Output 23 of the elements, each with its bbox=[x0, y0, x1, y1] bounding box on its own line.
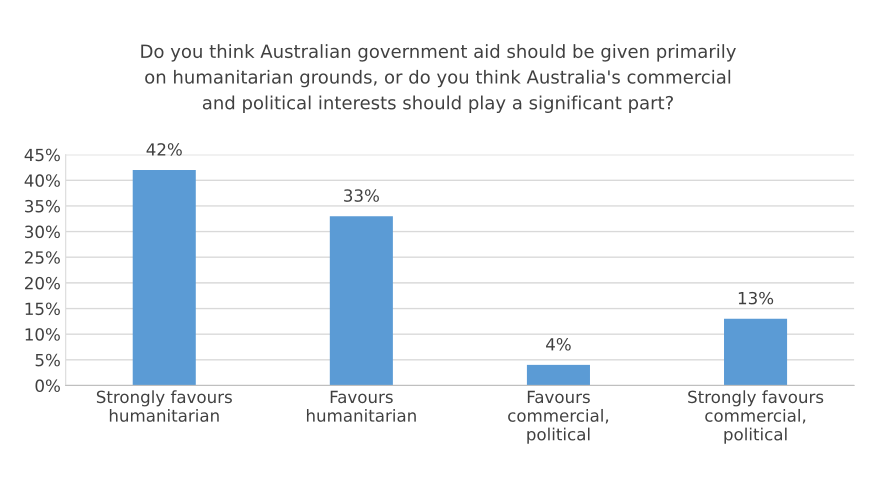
y-tick-label: 5% bbox=[36, 354, 60, 366]
y-tick-label: 15% bbox=[26, 302, 60, 316]
bar bbox=[330, 216, 393, 386]
y-tick-label: 30% bbox=[25, 226, 60, 238]
bar bbox=[132, 170, 196, 386]
y-tick-label: 0% bbox=[36, 379, 60, 392]
x-tick-label: Favours humanitarian bbox=[306, 390, 416, 422]
x-tick-label: Favours commercial, political bbox=[508, 390, 608, 444]
bar bbox=[526, 364, 590, 386]
y-tick-label: 10% bbox=[26, 328, 60, 341]
x-tick-label: Strongly favours humanitarian bbox=[96, 390, 232, 422]
bar bbox=[724, 318, 788, 386]
y-tick-label: 25% bbox=[25, 251, 60, 264]
y-tick-label: 20% bbox=[25, 276, 60, 290]
y-tick-label: 45% bbox=[24, 148, 60, 162]
data-label: 33% bbox=[344, 189, 379, 202]
y-tick-label: 35% bbox=[25, 200, 60, 213]
chart-title: Do you think Australian government aid should be given primarily on humanitarian grounds, or do you think Australia's commercial and political interests should play a significant part? bbox=[141, 44, 736, 114]
data-label: 42% bbox=[146, 143, 182, 156]
x-tick-label: Strongly favours commercial, political bbox=[688, 390, 824, 444]
y-tick-label: 40% bbox=[24, 174, 60, 187]
data-label: 4% bbox=[546, 338, 571, 351]
data-label: 13% bbox=[738, 292, 774, 304]
